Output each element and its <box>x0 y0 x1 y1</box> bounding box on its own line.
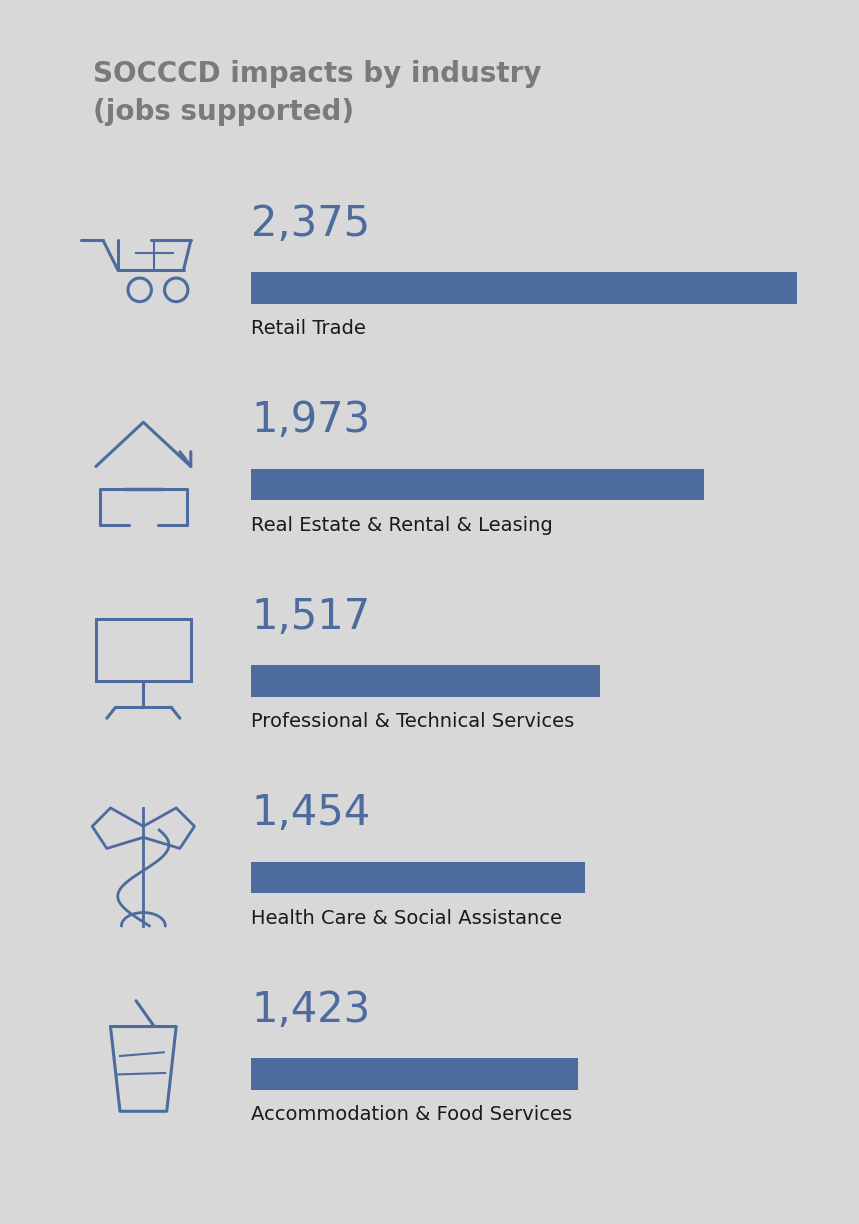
Text: SOCCCD impacts by industry: SOCCCD impacts by industry <box>94 60 542 88</box>
Text: 1,973: 1,973 <box>251 399 370 441</box>
Bar <box>251 665 600 696</box>
Text: Health Care & Social Assistance: Health Care & Social Assistance <box>251 909 562 928</box>
Text: 2,375: 2,375 <box>251 203 370 245</box>
Text: 1,517: 1,517 <box>251 596 370 638</box>
Text: Professional & Technical Services: Professional & Technical Services <box>251 712 574 732</box>
Bar <box>251 272 797 304</box>
Bar <box>251 862 585 894</box>
Bar <box>251 1059 578 1089</box>
Text: 1,423: 1,423 <box>251 989 370 1031</box>
Text: (jobs supported): (jobs supported) <box>94 98 355 126</box>
Bar <box>251 469 704 501</box>
Bar <box>96 619 191 682</box>
Text: Real Estate & Rental & Leasing: Real Estate & Rental & Leasing <box>251 515 552 535</box>
Text: Retail Trade: Retail Trade <box>251 319 366 338</box>
Text: 1,454: 1,454 <box>251 792 370 835</box>
Text: Accommodation & Food Services: Accommodation & Food Services <box>251 1105 572 1125</box>
